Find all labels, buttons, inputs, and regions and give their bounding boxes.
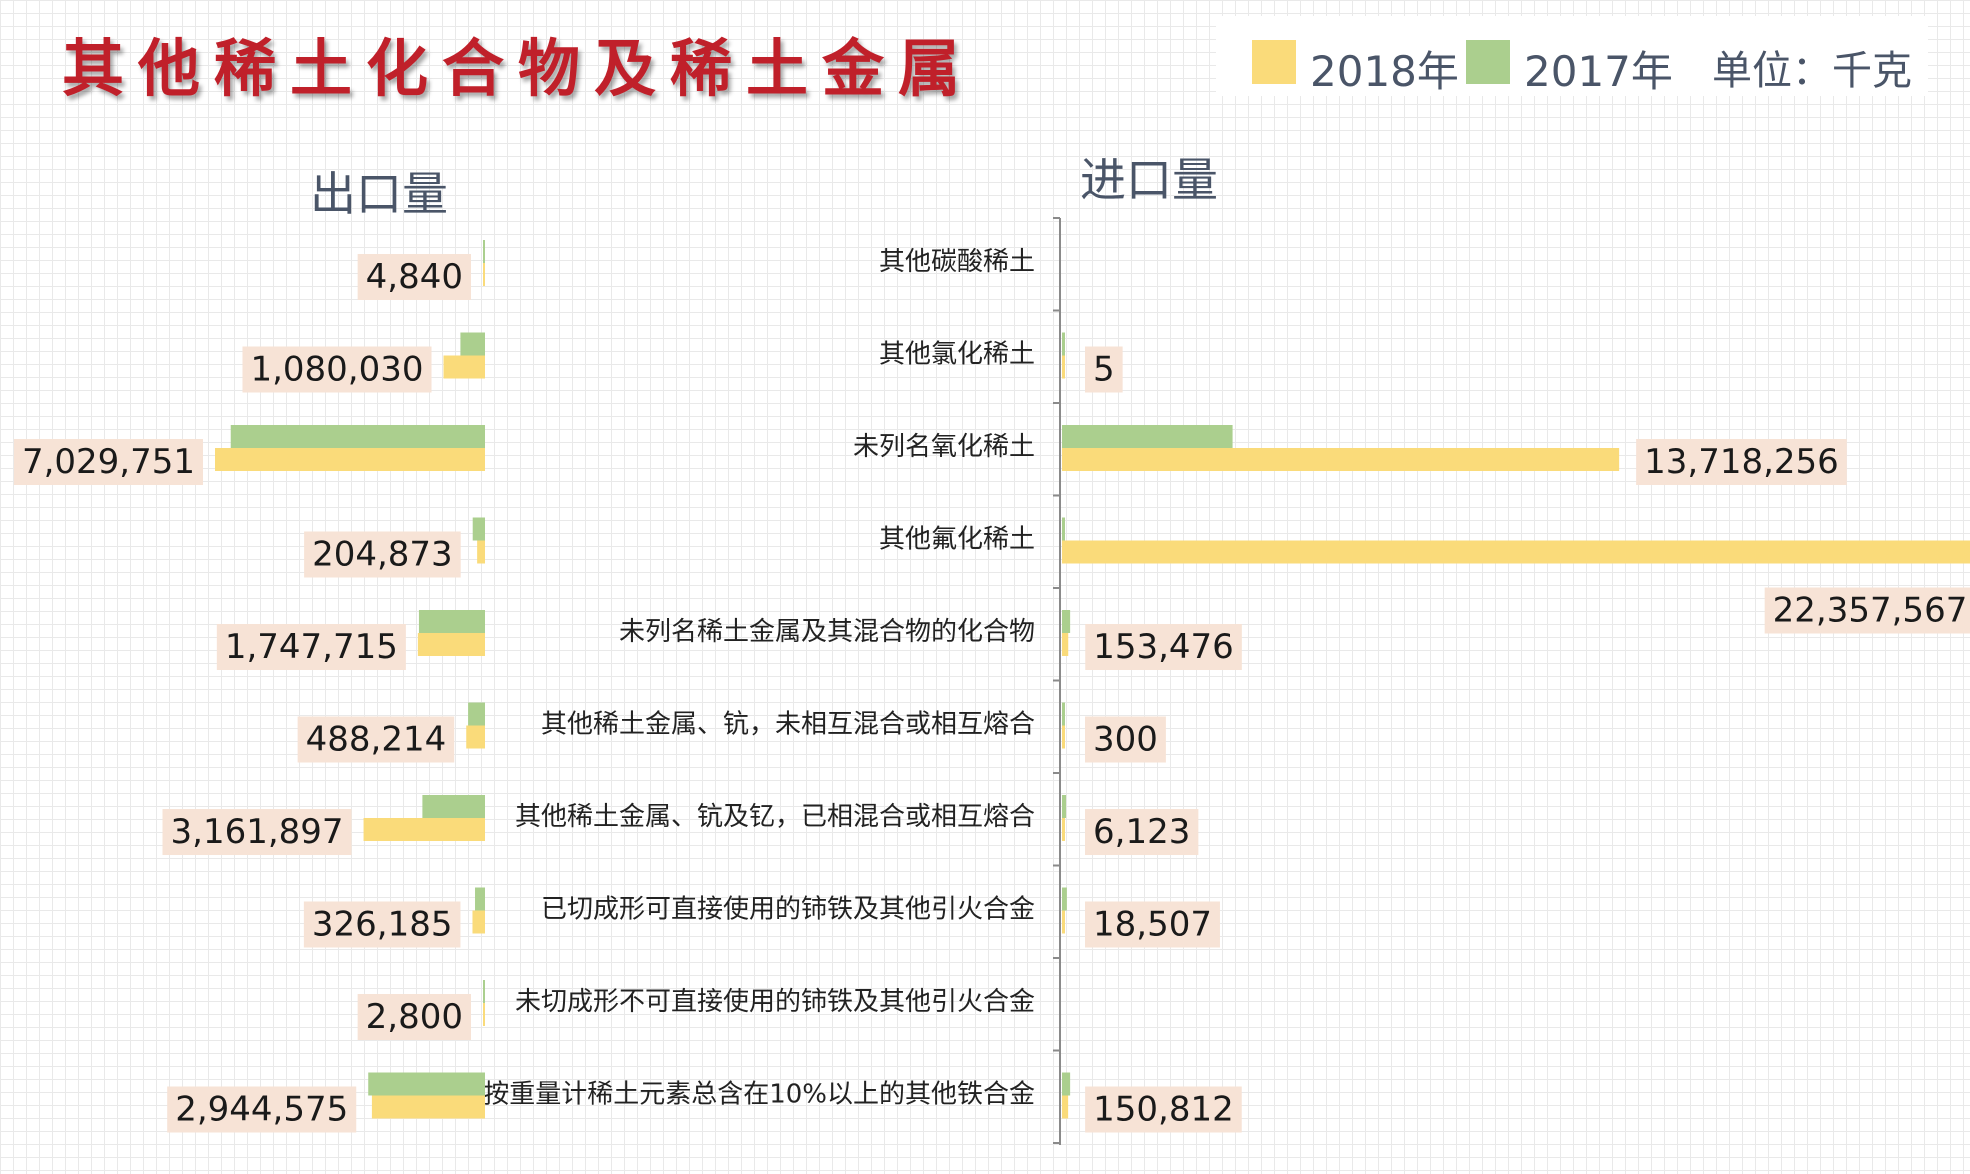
legend-swatch-2018 — [1252, 40, 1296, 84]
export-value-label: 1,747,715 — [225, 627, 398, 667]
import-bar-2018 — [1062, 448, 1620, 471]
import-value-label-bg — [1085, 901, 1220, 948]
export-bar-2018 — [483, 1003, 485, 1026]
category-label: 其他氯化稀土 — [879, 340, 1035, 370]
unit-label: 单位：千克 — [1712, 48, 1912, 94]
import-bar-2017 — [1062, 425, 1233, 448]
category-label: 其他稀土金属、钪及钇，已相混合或相互熔合 — [515, 802, 1035, 832]
export-value-label: 2,944,575 — [175, 1090, 348, 1130]
import-bar-2017 — [1062, 610, 1071, 633]
export-value-label: 3,161,897 — [171, 812, 344, 852]
import-bar-2017 — [1062, 517, 1065, 541]
export-bar-2017 — [368, 1072, 485, 1096]
chart-title: 其他稀土化合物及稀土金属 — [62, 32, 975, 105]
export-value-label-bg — [13, 439, 203, 485]
export-value-label: 488,214 — [306, 720, 447, 760]
export-value-label-bg — [162, 809, 352, 855]
import-value-label: 300 — [1093, 720, 1158, 760]
import-value-label: 13,718,256 — [1644, 442, 1839, 482]
export-bar-2017 — [475, 887, 485, 911]
export-bar-2017 — [468, 702, 485, 726]
export-bar-2017 — [472, 517, 485, 541]
import-value-label-bg — [1636, 439, 1847, 485]
import-value-label-bg — [1085, 346, 1123, 393]
export-bar-2018 — [483, 263, 485, 286]
legend-swatch-2017 — [1466, 40, 1510, 84]
category-label: 已切成形可直接使用的铈铁及其他引火合金 — [541, 895, 1035, 925]
export-bar-2017 — [230, 425, 485, 448]
export-value-label: 7,029,751 — [22, 442, 195, 482]
export-bar-2018 — [371, 1095, 485, 1119]
export-bar-2018 — [477, 540, 485, 564]
export-bar-2017 — [483, 980, 485, 1003]
import-bar-2017 — [1062, 702, 1065, 726]
export-bar-2018 — [466, 725, 485, 749]
export-bar-2018 — [443, 355, 485, 379]
export-bar-2018 — [363, 818, 485, 841]
import-bar-2018 — [1062, 633, 1069, 656]
import-bar-2017 — [1062, 1072, 1071, 1096]
export-bar-2018 — [472, 910, 485, 934]
category-label: 其他氟化稀土 — [879, 525, 1035, 555]
export-value-label-bg — [242, 346, 432, 393]
import-bar-2018 — [1062, 818, 1065, 841]
import-panel-title: 进口量 — [1080, 153, 1218, 207]
export-bar-2017 — [422, 795, 485, 818]
export-value-label-bg — [357, 994, 471, 1040]
import-value-label-bg — [1085, 809, 1199, 855]
category-label: 其他稀土金属、钪，未相互混合或相互熔合 — [541, 710, 1035, 740]
import-bar-2017 — [1062, 332, 1065, 356]
import-value-label: 5 — [1093, 350, 1115, 390]
legend-label-2018: 2018年 — [1310, 47, 1459, 96]
import-value-label-bg — [1764, 587, 1970, 634]
import-value-label: 153,476 — [1093, 627, 1234, 667]
export-bar-2017 — [460, 332, 485, 356]
import-bar-2018 — [1062, 910, 1065, 934]
export-value-label-bg — [167, 1086, 357, 1133]
export-value-label-bg — [303, 901, 461, 948]
export-bar-2018 — [215, 448, 485, 471]
import-bar-2017 — [1062, 887, 1067, 911]
category-label: 未列名稀土金属及其混合物的化合物 — [619, 617, 1035, 647]
export-bar-2017 — [483, 240, 485, 263]
import-bar-2018 — [1062, 725, 1065, 749]
import-value-label-bg — [1085, 624, 1242, 670]
import-value-label: 150,812 — [1093, 1090, 1234, 1130]
import-bar-2018 — [1062, 355, 1065, 379]
import-value-label-bg — [1085, 716, 1166, 763]
export-value-label: 326,185 — [312, 905, 453, 945]
export-bar-2018 — [417, 633, 485, 656]
export-value-label-bg — [216, 624, 406, 670]
legend: 2018年 2017年 单位：千克 — [1216, 16, 1928, 96]
import-bar-2018 — [1062, 540, 1970, 564]
export-value-label: 204,873 — [312, 535, 453, 575]
export-value-label: 4,840 — [366, 257, 463, 297]
category-label: 按重量计稀土元素总含在10%以上的其他铁合金 — [483, 1080, 1035, 1110]
import-value-label-bg — [1085, 1086, 1242, 1133]
export-value-label: 1,080,030 — [250, 350, 423, 390]
category-label: 未列名氧化稀土 — [853, 432, 1035, 462]
legend-label-2017: 2017年 — [1524, 47, 1673, 96]
import-value-label: 22,357,567 — [1773, 591, 1968, 631]
import-bar-2018 — [1062, 1095, 1069, 1119]
import-bar-2017 — [1062, 795, 1067, 818]
export-panel-title: 出口量 — [310, 167, 448, 221]
export-value-label-bg — [304, 531, 461, 578]
export-value-label-bg — [297, 716, 455, 763]
category-label: 未切成形不可直接使用的铈铁及其他引火合金 — [515, 987, 1035, 1017]
export-value-label: 2,800 — [366, 997, 463, 1037]
export-value-label-bg — [357, 254, 471, 300]
category-label: 其他碳酸稀土 — [879, 247, 1035, 277]
export-bar-2017 — [418, 610, 485, 633]
import-value-label: 18,507 — [1093, 905, 1212, 945]
import-value-label: 6,123 — [1093, 812, 1190, 852]
